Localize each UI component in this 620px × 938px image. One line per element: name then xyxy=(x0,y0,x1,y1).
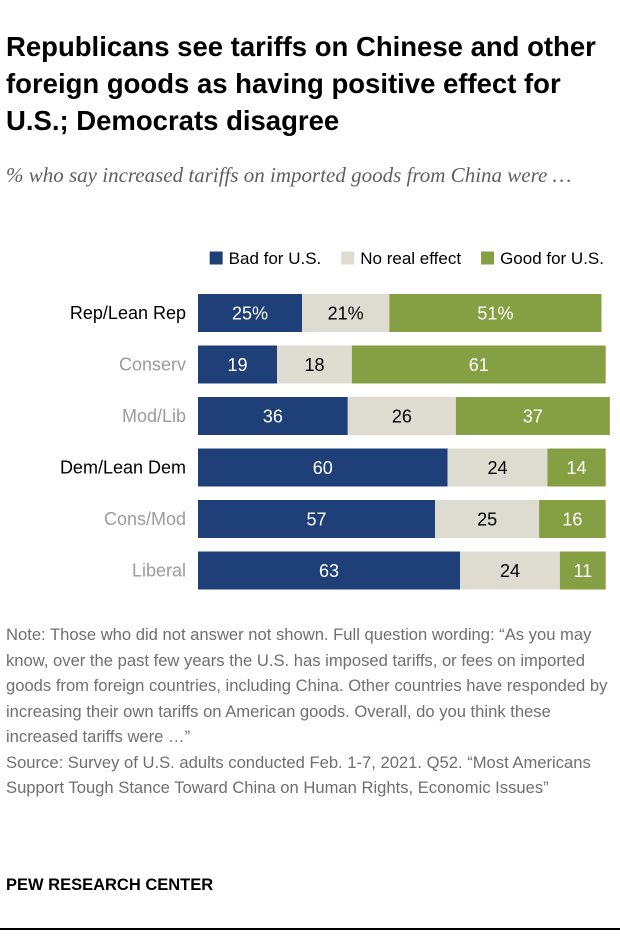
legend-swatch-no-real-effect xyxy=(341,251,355,265)
data-label-no-real-effect-rep-lean-rep: 21% xyxy=(328,304,364,324)
category-label-rep-lean-rep: Rep/Lean Rep xyxy=(70,303,186,323)
footnote: Note: Those who did not answer not shown… xyxy=(6,622,614,801)
chart-title: Republicans see tariffs on Chinese and o… xyxy=(6,31,596,136)
legend-label-bad-for-u-s: Bad for U.S. xyxy=(229,249,322,268)
data-label-no-real-effect-liberal: 24 xyxy=(500,561,520,581)
bar-bad-for-u-s-rep-lean-rep xyxy=(198,294,302,332)
data-label-good-for-u-s-cons-mod: 16 xyxy=(562,510,582,530)
data-label-bad-for-u-s-rep-lean-rep: 25% xyxy=(232,304,268,324)
bar-good-for-u-s-mod-lib xyxy=(455,397,610,435)
category-label-cons-mod: Cons/Mod xyxy=(104,509,186,529)
data-label-good-for-u-s-conserv: 61 xyxy=(469,355,489,375)
data-label-good-for-u-s-dem-lean-dem: 14 xyxy=(567,458,587,478)
bar-good-for-u-s-liberal xyxy=(559,551,606,590)
legend-label-good-for-u-s: Good for U.S. xyxy=(500,249,604,268)
data-label-bad-for-u-s-cons-mod: 57 xyxy=(307,510,327,530)
data-label-no-real-effect-dem-lean-dem: 24 xyxy=(488,458,508,478)
data-label-bad-for-u-s-dem-lean-dem: 60 xyxy=(313,458,333,478)
bar-good-for-u-s-conserv xyxy=(351,345,606,384)
bar-bad-for-u-s-liberal xyxy=(198,551,461,590)
stacked-bar-chart: Good for U.S. No real effect Bad for U.S. R… xyxy=(60,249,610,590)
category-label-liberal: Liberal xyxy=(132,561,186,581)
category-label-conserv: Conserv xyxy=(119,355,186,375)
data-label-no-real-effect-conserv: 18 xyxy=(304,355,324,375)
legend-swatch-good-for-u-s xyxy=(481,251,495,265)
note-text: Note: Those who did not answer not shown… xyxy=(6,625,608,746)
legend-label-no-real-effect: No real effect xyxy=(360,249,461,268)
data-label-bad-for-u-s-mod-lib: 36 xyxy=(263,407,283,427)
data-label-no-real-effect-cons-mod: 25 xyxy=(477,510,497,530)
legend-swatch-bad-for-u-s xyxy=(209,251,223,265)
bar-good-for-u-s-cons-mod xyxy=(539,500,606,538)
bar-good-for-u-s-dem-lean-dem xyxy=(547,448,606,487)
bar-no-real-effect-cons-mod xyxy=(435,500,540,538)
category-label-dem-lean-dem: Dem/Lean Dem xyxy=(60,458,186,478)
bar-bad-for-u-s-conserv xyxy=(198,345,278,384)
bar-good-for-u-s-rep-lean-rep xyxy=(389,294,602,332)
bar-bad-for-u-s-mod-lib xyxy=(198,397,348,435)
source-text: Source: Survey of U.S. adults conducted … xyxy=(6,752,591,798)
bar-no-real-effect-rep-lean-rep xyxy=(302,294,390,332)
bar-no-real-effect-liberal xyxy=(460,551,560,590)
data-label-good-for-u-s-liberal: 11 xyxy=(573,561,592,581)
bar-no-real-effect-dem-lean-dem xyxy=(447,448,548,487)
data-label-no-real-effect-mod-lib: 26 xyxy=(392,407,412,427)
bar-bad-for-u-s-dem-lean-dem xyxy=(198,448,448,487)
bar-bad-for-u-s-cons-mod xyxy=(198,500,436,538)
chart-subtitle: % who say increased tariffs on imported … xyxy=(6,163,572,187)
data-label-good-for-u-s-mod-lib: 37 xyxy=(523,407,543,427)
bar-no-real-effect-conserv xyxy=(277,345,352,384)
data-label-bad-for-u-s-conserv: 19 xyxy=(228,355,248,375)
bottom-rule xyxy=(0,928,620,930)
category-label-mod-lib: Mod/Lib xyxy=(122,406,186,426)
data-label-bad-for-u-s-liberal: 63 xyxy=(319,561,339,581)
bar-no-real-effect-mod-lib xyxy=(347,397,456,435)
data-label-good-for-u-s-rep-lean-rep: 51% xyxy=(477,304,513,324)
pew-research-brand: PEW RESEARCH CENTER xyxy=(6,876,214,894)
